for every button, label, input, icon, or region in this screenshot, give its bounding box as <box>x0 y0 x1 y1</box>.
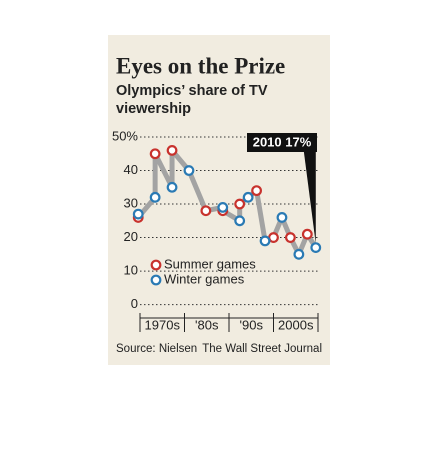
marker <box>293 248 305 260</box>
connector <box>254 188 268 244</box>
annotation: 2010 17% <box>253 134 312 149</box>
chart-title: Eyes on the Prize <box>116 53 285 78</box>
legend-label: Summer games <box>164 256 256 271</box>
marker <box>242 191 254 203</box>
annotation-box <box>247 133 317 152</box>
marker <box>234 215 246 227</box>
y-tick-label: 10 <box>124 263 138 278</box>
marker <box>217 201 229 213</box>
marker <box>149 191 161 203</box>
connector <box>186 168 209 214</box>
x-tick-label: 1970s <box>145 317 181 332</box>
x-tick-label: '80s <box>195 317 219 332</box>
marker <box>310 242 322 254</box>
chart-subtitle: viewership <box>116 101 191 117</box>
marker <box>149 148 161 160</box>
x-tick-label: 2000s <box>278 317 314 332</box>
source: Source: Nielsen <box>116 343 197 355</box>
marker <box>200 205 212 217</box>
credit: The Wall Street Journal <box>202 343 322 355</box>
chart-subtitle: Olympics’ share of TV <box>116 83 268 99</box>
y-tick-label: 0 <box>131 296 138 311</box>
marker <box>301 228 313 240</box>
y-tick-label: 30 <box>124 195 138 210</box>
connector <box>152 151 175 190</box>
marker <box>285 232 296 243</box>
marker <box>166 145 178 156</box>
marker <box>251 185 262 197</box>
y-tick-label: 40 <box>124 162 138 177</box>
marker <box>166 181 178 193</box>
card-background <box>108 35 330 365</box>
annotation-pointer <box>303 151 316 244</box>
legend-marker <box>150 259 162 271</box>
marker <box>276 212 288 223</box>
marker <box>234 198 246 210</box>
marker <box>268 232 279 243</box>
marker <box>259 235 271 247</box>
legend-marker <box>150 274 162 286</box>
marker <box>183 165 195 176</box>
legend-label: Winter games <box>164 271 245 286</box>
marker <box>132 208 144 220</box>
y-tick-label: 50% <box>112 128 138 143</box>
x-tick-label: '90s <box>240 317 264 332</box>
y-tick-label: 20 <box>124 229 138 244</box>
